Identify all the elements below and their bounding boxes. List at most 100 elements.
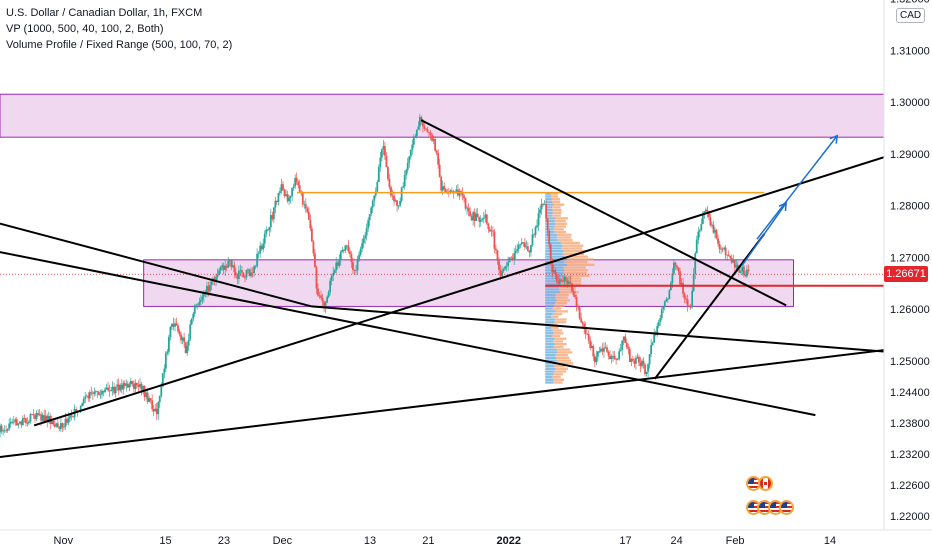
candle-body bbox=[444, 189, 447, 193]
vp-bar-up bbox=[545, 318, 555, 321]
candle-body bbox=[358, 254, 360, 261]
candle-body bbox=[0, 425, 1, 433]
candle-body bbox=[254, 266, 257, 267]
vp-bar-up bbox=[545, 345, 554, 349]
candle-body bbox=[712, 224, 715, 233]
indicator-vpfr-label[interactable]: Volume Profile / Fixed Range (500, 100, … bbox=[6, 39, 233, 51]
candle-body bbox=[327, 292, 330, 297]
candle-body bbox=[274, 200, 277, 208]
candle-body bbox=[142, 385, 144, 392]
candle-body bbox=[387, 167, 389, 179]
candle-body bbox=[40, 414, 43, 421]
candle-body bbox=[116, 384, 119, 387]
candle-body bbox=[52, 420, 55, 425]
vp-bar-up bbox=[545, 332, 554, 335]
candle-body bbox=[645, 371, 648, 375]
candle-body bbox=[338, 260, 341, 266]
candle-body bbox=[269, 215, 272, 228]
symbol-title[interactable]: U.S. Dollar / Canadian Dollar, 1h, FXCM bbox=[6, 7, 203, 19]
vp-bar-down bbox=[552, 375, 561, 379]
candle-body bbox=[704, 209, 707, 212]
candle-body bbox=[391, 195, 394, 197]
candle-body bbox=[583, 324, 586, 329]
candle-body bbox=[695, 239, 698, 254]
candle-body bbox=[105, 387, 108, 390]
candle-body bbox=[517, 244, 520, 250]
candle-body bbox=[721, 248, 724, 250]
candle-body bbox=[136, 382, 138, 386]
candle-body bbox=[231, 265, 234, 268]
candle-body bbox=[619, 349, 622, 352]
candle-body bbox=[245, 269, 248, 278]
economic-events[interactable] bbox=[744, 474, 804, 522]
candle-body bbox=[134, 382, 137, 390]
candle-body bbox=[61, 423, 64, 428]
candle-body bbox=[55, 423, 58, 427]
vp-bar-down bbox=[554, 370, 567, 373]
candle-body bbox=[315, 267, 318, 289]
candle-body bbox=[727, 254, 730, 256]
candle-body bbox=[247, 269, 249, 271]
candle-body bbox=[114, 386, 117, 394]
candle-body bbox=[408, 156, 411, 163]
candle-body bbox=[96, 391, 99, 393]
candle-body bbox=[641, 360, 643, 367]
y-tick-label: 1.23800 bbox=[890, 418, 930, 430]
candle-body bbox=[676, 265, 678, 268]
vp-bar-up bbox=[545, 353, 556, 357]
vp-bar-down bbox=[556, 348, 571, 351]
vp-bar-down bbox=[563, 271, 587, 275]
candle-body bbox=[104, 389, 106, 393]
candle-body bbox=[244, 277, 246, 279]
vp-bar-down bbox=[562, 252, 585, 256]
candle-body bbox=[633, 360, 636, 364]
candle-body bbox=[174, 323, 176, 327]
candle-body bbox=[117, 384, 120, 391]
candle-body bbox=[485, 214, 488, 224]
zones-layer bbox=[0, 93, 885, 307]
candle-body bbox=[747, 269, 750, 271]
candle-body bbox=[364, 235, 367, 239]
candle-body bbox=[589, 340, 592, 349]
indicator-vp-label[interactable]: VP (1000, 500, 40, 100, 2, Both) bbox=[6, 23, 164, 35]
candle-body bbox=[139, 383, 141, 387]
candle-body bbox=[403, 175, 406, 187]
x-tick-label: 17 bbox=[619, 535, 631, 547]
candle-body bbox=[183, 337, 186, 343]
candle-body bbox=[415, 129, 418, 137]
candle-body bbox=[739, 271, 742, 273]
candle-body bbox=[534, 227, 537, 235]
candle-body bbox=[219, 267, 222, 271]
vp-bar-down bbox=[556, 359, 571, 362]
candle-body bbox=[177, 325, 179, 332]
candle-body bbox=[498, 260, 500, 270]
us-flag-icon[interactable] bbox=[779, 500, 794, 515]
vp-bar-up bbox=[545, 375, 553, 379]
candle-body bbox=[276, 200, 278, 202]
candle-body bbox=[108, 390, 111, 392]
candle-body bbox=[131, 381, 134, 384]
canada-flag-icon[interactable] bbox=[758, 476, 773, 491]
candle-body bbox=[282, 184, 284, 190]
candle-body bbox=[206, 285, 208, 293]
candle-body bbox=[376, 181, 379, 192]
candle-body bbox=[221, 265, 224, 268]
candle-body bbox=[123, 383, 126, 386]
candle-body bbox=[193, 305, 196, 314]
vp-bar-down bbox=[555, 222, 568, 225]
candle-body bbox=[15, 419, 18, 426]
candle-body bbox=[621, 340, 624, 350]
candle-body bbox=[251, 272, 254, 274]
vp-bar-down bbox=[555, 301, 568, 305]
candle-body bbox=[371, 200, 374, 208]
vp-bar-up bbox=[545, 285, 559, 288]
vp-bar-up bbox=[545, 304, 554, 308]
candle-body bbox=[563, 277, 566, 282]
x-tick-label: 24 bbox=[671, 535, 683, 547]
vp-bar-down bbox=[556, 299, 571, 302]
vp-bar-down bbox=[557, 233, 572, 236]
candle-body bbox=[234, 272, 237, 276]
candle-body bbox=[647, 364, 649, 372]
